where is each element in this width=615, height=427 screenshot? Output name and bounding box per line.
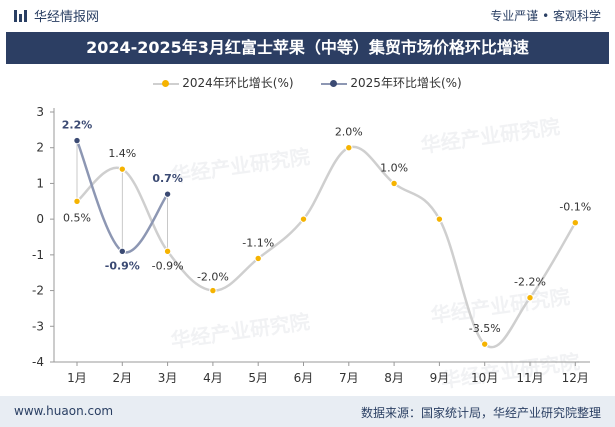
x-tick-label: 2月 (112, 371, 132, 385)
legend: 2024年环比增长(%) 2025年环比增长(%) (0, 74, 615, 94)
point-2024 (118, 165, 127, 173)
point-2024 (254, 254, 262, 263)
y-tick-label: 3 (36, 105, 44, 119)
brand-name: 华经情报网 (34, 10, 100, 25)
data-label-2024: -0.9% (152, 259, 184, 272)
x-tick-label: 4月 (203, 371, 223, 385)
data-label-2024: 1.4% (108, 147, 136, 160)
brand: 华经情报网 (14, 6, 99, 25)
x-tick-label: 9月 (430, 371, 450, 385)
point-2024 (73, 197, 81, 205)
x-tick-label: 5月 (248, 371, 268, 385)
x-tick-label: 6月 (294, 371, 314, 385)
point-2024 (345, 144, 353, 152)
y-tick-label: -1 (32, 248, 44, 262)
data-label-2024: 0.5% (63, 211, 91, 224)
x-tick-label: 10月 (471, 371, 498, 385)
legend-swatch-2024 (153, 79, 180, 89)
y-tick-label: -4 (32, 355, 44, 369)
x-tick-label: 3月 (158, 371, 178, 385)
series-line-2024 (76, 145, 577, 349)
footer-website: www.huaon.com (14, 404, 114, 418)
x-tick-label: 12月 (562, 371, 589, 385)
y-tick-label: 2 (36, 141, 44, 155)
data-label-2025: -0.9% (105, 259, 140, 272)
data-label-2024: -0.1% (559, 201, 591, 214)
data-label-2024: 1.0% (380, 161, 408, 174)
legend-item-2024: 2024年环比增长(%) (153, 74, 294, 91)
point-2025 (73, 136, 81, 145)
point-2024 (390, 179, 398, 188)
point-2024 (209, 286, 217, 295)
y-tick-label: 1 (36, 176, 44, 190)
data-label-2024: -1.1% (242, 236, 274, 249)
x-tick-label: 7月 (339, 371, 359, 385)
point-2025 (118, 247, 127, 255)
data-labels: 0.5% 1.4% -0.9% -2.0% -1.1% 2.0% 1.0% -3.5% -2.2… (62, 119, 592, 336)
point-2024 (526, 294, 534, 302)
footer: www.huaon.com 数据来源：国家统计局，华经产业研究院整理 (0, 396, 615, 427)
point-2024 (435, 215, 444, 223)
y-tick-label: -2 (32, 284, 44, 298)
point-2024 (481, 340, 489, 348)
y-tick-label: -3 (32, 319, 44, 333)
point-2024 (571, 219, 579, 227)
footer-source: 数据来源：国家统计局，华经产业研究院整理 (360, 406, 601, 420)
data-label-2025: 2.2% (62, 119, 93, 132)
legend-label-2024: 2024年环比增长(%) (182, 76, 294, 90)
data-label-2024: -3.5% (469, 322, 501, 335)
chart-title: 2024-2025年3月红富士苹果（中等）集贸市场价格环比增速 (6, 32, 609, 64)
x-tick-label: 11月 (516, 371, 543, 385)
x-tick-label: 8月 (384, 371, 404, 385)
legend-label-2025: 2025年环比增长(%) (350, 76, 462, 90)
data-label-2024: -2.2% (514, 276, 546, 289)
data-label-2024: -2.0% (197, 271, 229, 284)
x-tick-label: 1月 (67, 371, 87, 385)
brand-logo-icon (14, 10, 28, 22)
series-marks (73, 136, 579, 348)
top-bar: 华经情报网 专业严谨 • 客观科学 (0, 0, 615, 30)
y-tick-label: 0 (36, 212, 44, 226)
legend-swatch-2025 (321, 79, 348, 89)
data-label-2025: 0.7% (152, 172, 183, 185)
point-2025 (163, 190, 172, 198)
axes: 3 2 1 0 -1 -2 -3 -4 1月 2月 3月 4月 5月 6月 7月 8月 9月 10月 11月 12月 (32, 105, 590, 385)
tagline: 专业严谨 • 客观科学 (490, 9, 601, 23)
point-2024 (299, 215, 308, 223)
data-label-2024: 2.0% (335, 126, 363, 139)
point-2024 (163, 247, 172, 255)
legend-item-2025: 2025年环比增长(%) (321, 74, 462, 91)
